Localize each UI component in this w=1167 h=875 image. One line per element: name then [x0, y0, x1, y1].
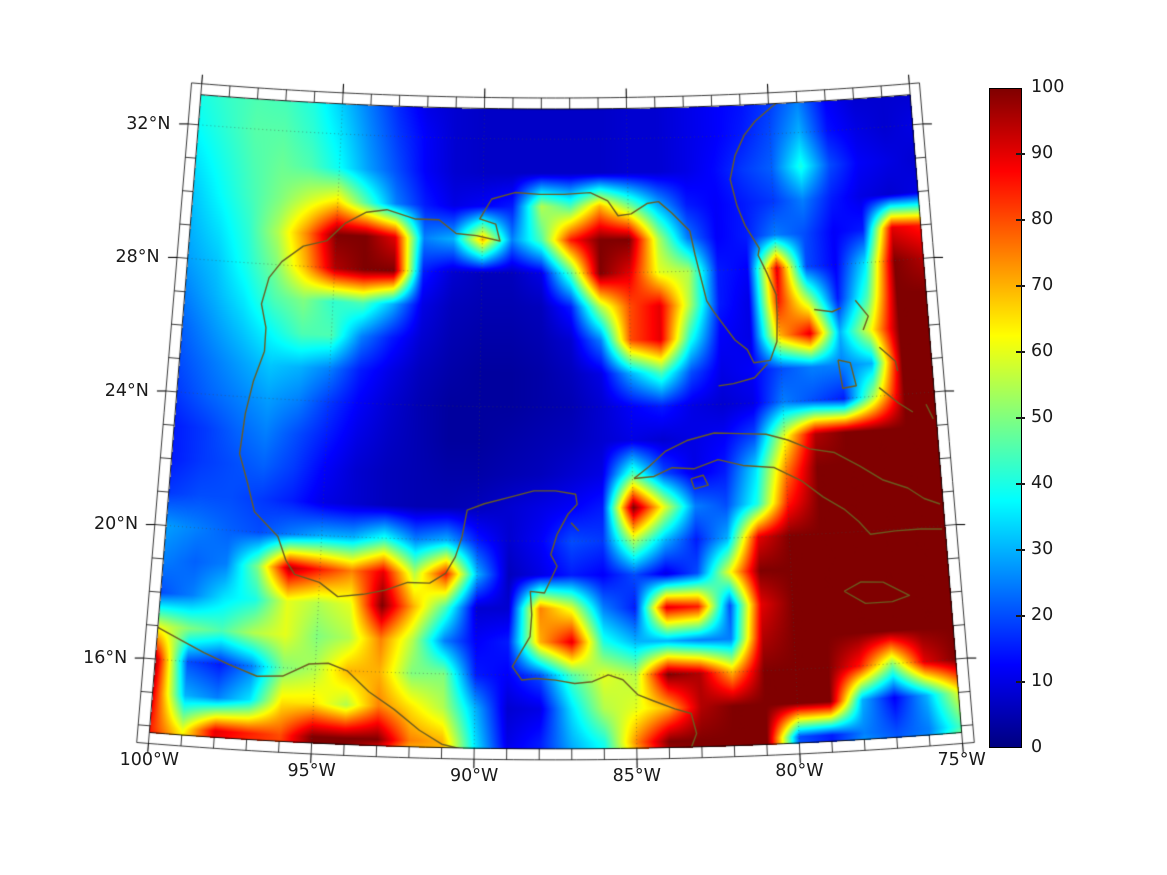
- colorbar-tick-label: 50: [1031, 407, 1054, 427]
- y-tick-label: 32°N: [126, 113, 171, 134]
- x-tick-label: 75°W: [937, 750, 986, 771]
- y-tick-label: 28°N: [115, 247, 160, 268]
- colorbar-tick-label: 0: [1031, 737, 1043, 757]
- colorbar-tick: [1016, 153, 1025, 155]
- colorbar-tick: [1016, 351, 1025, 353]
- y-tick-label: 20°N: [93, 514, 139, 535]
- map-plot: [120, 60, 990, 770]
- colorbar-tick: [1016, 219, 1025, 221]
- colorbar-tick-label: 70: [1031, 275, 1054, 295]
- colorbar-tick: [1016, 549, 1025, 551]
- x-tick-label: 90°W: [450, 766, 499, 787]
- x-tick-label: 95°W: [287, 760, 336, 781]
- colorbar-tick: [1016, 417, 1025, 419]
- colorbar-tick-label: 80: [1031, 209, 1054, 229]
- y-tick-label: 24°N: [104, 380, 149, 401]
- y-tick-label: 16°N: [83, 648, 128, 668]
- colorbar-tick-label: 40: [1031, 473, 1054, 493]
- x-tick-label: 80°W: [775, 760, 824, 781]
- colorbar-tick-label: 60: [1031, 341, 1054, 361]
- colorbar-tick: [1016, 285, 1025, 287]
- colorbar-tick-label: 10: [1031, 671, 1054, 691]
- colorbar-tick-label: 90: [1031, 143, 1054, 163]
- colorbar-tick: [1016, 681, 1025, 683]
- colorbar-tick: [1016, 483, 1025, 485]
- x-tick-label: 85°W: [612, 766, 661, 787]
- colorbar-tick: [1016, 615, 1025, 617]
- colorbar-tick-label: 30: [1031, 539, 1054, 559]
- x-tick-label: 100°W: [119, 750, 180, 771]
- colorbar-tick-label: 20: [1031, 605, 1054, 625]
- colorbar-tick-label: 100: [1031, 77, 1065, 97]
